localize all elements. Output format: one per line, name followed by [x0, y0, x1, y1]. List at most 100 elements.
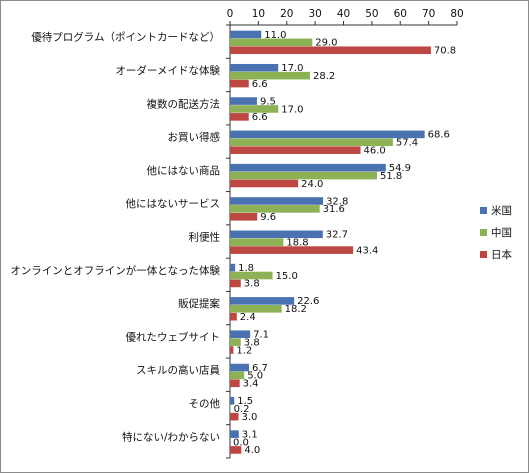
legend-label: 日本	[491, 248, 512, 261]
category-label: 複数の配送方法	[147, 97, 221, 110]
bar-中国	[230, 371, 245, 380]
bar-日本	[230, 146, 361, 154]
bar-中国	[230, 238, 284, 246]
bar-米国	[230, 63, 279, 72]
data-label: 17.0	[281, 63, 303, 74]
legend-swatch	[480, 207, 487, 214]
data-label: 70.8	[434, 46, 456, 57]
data-label: 68.6	[428, 130, 450, 141]
category-label: 他にはない商品	[147, 164, 221, 177]
data-label: 3.1	[242, 429, 258, 440]
x-tick-label: 30	[308, 8, 321, 20]
bar-中国	[230, 271, 273, 280]
legend-swatch	[480, 229, 487, 236]
data-label: 18.2	[285, 304, 307, 315]
category-label: スキルの高い店員	[136, 364, 220, 377]
category-label: 特にない/わからない	[122, 431, 220, 443]
bar-米国	[230, 97, 257, 105]
bar-米国	[230, 430, 239, 438]
bar-中国	[230, 171, 377, 180]
bar-米国	[230, 363, 250, 372]
bar-米国	[230, 30, 262, 39]
category-label: 利便性	[189, 231, 221, 244]
x-tick-label: 80	[450, 8, 463, 20]
x-tick-label: 60	[394, 8, 407, 20]
category-label: 他にはないサービス	[126, 197, 221, 210]
x-tick-label: 70	[422, 8, 435, 20]
data-label: 9.6	[260, 212, 276, 223]
bar-日本	[230, 379, 240, 388]
category-label: オンラインとオフラインが一体となった体験	[10, 264, 220, 277]
data-label: 3.0	[242, 412, 258, 423]
bar-米国	[230, 397, 235, 405]
data-label: 6.6	[252, 79, 268, 90]
bar-中国	[230, 138, 393, 147]
data-label: 18.8	[286, 238, 308, 249]
legend-swatch	[480, 251, 487, 258]
bar-日本	[230, 446, 242, 454]
bar-日本	[230, 79, 249, 88]
bar-米国	[230, 263, 236, 272]
x-tick-label: 50	[365, 8, 378, 20]
bar-中国	[230, 205, 320, 213]
data-label: 43.4	[356, 245, 378, 256]
data-label: 46.0	[364, 145, 386, 156]
data-label: 22.6	[297, 296, 319, 307]
bar-日本	[230, 246, 354, 254]
data-label: 7.1	[253, 330, 269, 341]
category-label: その他	[189, 397, 221, 410]
bar-日本	[230, 312, 237, 321]
bar-日本	[230, 46, 431, 55]
data-label: 3.8	[244, 279, 260, 290]
data-label: 17.0	[281, 104, 303, 115]
data-label: 2.4	[240, 312, 256, 323]
bar-中国	[230, 404, 231, 413]
data-label: 1.8	[238, 263, 254, 274]
category-label: 優待プログラム（ポイントカードなど）	[31, 31, 220, 44]
bar-中国	[230, 305, 282, 313]
data-label: 29.0	[315, 38, 337, 49]
legend-label: 中国	[491, 226, 512, 239]
data-label: 6.7	[252, 363, 268, 374]
data-label: 3.8	[244, 337, 260, 348]
x-tick-label: 20	[280, 8, 293, 20]
bar-日本	[230, 412, 239, 421]
x-tick-label: 40	[337, 8, 350, 20]
bar-中国	[230, 338, 241, 346]
data-label: 1.5	[237, 396, 253, 407]
data-label: 31.6	[323, 204, 345, 215]
x-tick-label: 10	[252, 8, 265, 20]
data-label: 3.4	[243, 379, 259, 390]
bar-日本	[230, 346, 234, 354]
data-label: 28.2	[313, 71, 335, 82]
data-label: 4.0	[244, 445, 260, 456]
bar-中国	[230, 105, 279, 113]
data-label: 6.6	[252, 112, 268, 123]
bar-中国	[230, 38, 313, 47]
x-tick-label: 0	[227, 8, 234, 20]
bar-米国	[230, 330, 251, 339]
data-label: 32.8	[326, 196, 348, 207]
data-label: 0.2	[234, 404, 250, 415]
bar-日本	[230, 113, 249, 121]
bar-日本	[230, 212, 258, 221]
data-label: 54.9	[389, 163, 411, 174]
data-label: 51.8	[380, 171, 402, 182]
category-label: お買い得感	[168, 131, 221, 144]
data-label: 15.0	[276, 271, 298, 282]
bar-日本	[230, 179, 299, 188]
data-label: 9.5	[260, 96, 276, 107]
category-label: 優れたウェブサイト	[126, 330, 221, 343]
data-label: 5.0	[247, 371, 263, 382]
bar-米国	[230, 197, 324, 205]
data-label: 57.4	[396, 138, 418, 149]
bar-中国	[230, 71, 311, 80]
bar-米国	[230, 230, 323, 239]
bar-米国	[230, 130, 425, 139]
data-label: 11.0	[264, 30, 286, 41]
bar-米国	[230, 297, 295, 305]
legend-label: 米国	[491, 204, 512, 217]
data-label: 0.0	[233, 437, 249, 448]
